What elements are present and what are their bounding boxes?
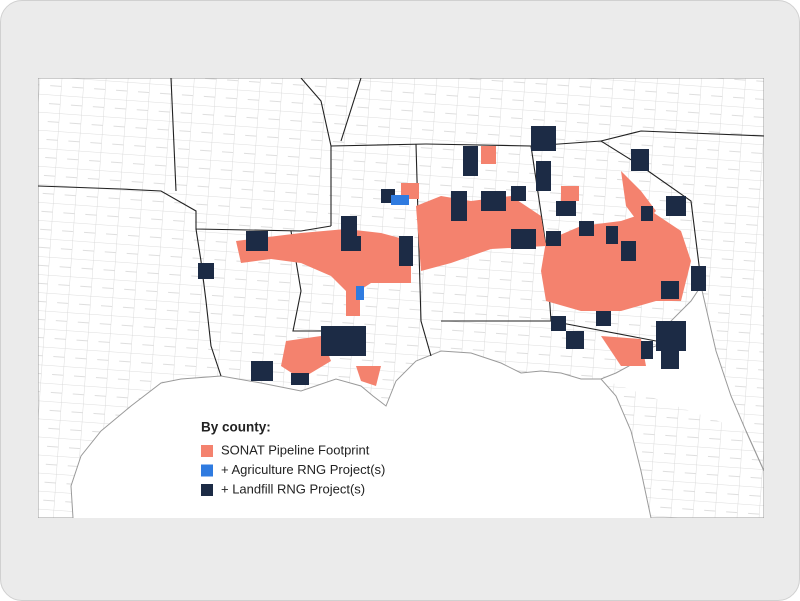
legend-swatch: [201, 464, 213, 477]
legend: SONAT Pipeline Footprint + Agriculture RN…: [201, 442, 385, 496]
legend-label: + Agriculture RNG Project(s): [221, 462, 385, 477]
legend-label: + Landfill RNG Project(s): [221, 481, 365, 496]
legend-label: SONAT Pipeline Footprint: [221, 442, 370, 457]
sonat-counties: [236, 146, 691, 386]
legend-title: By county:: [201, 420, 271, 435]
agriculture-counties: [356, 195, 409, 300]
legend-swatch: [201, 484, 213, 496]
landfill-counties: [198, 126, 706, 385]
legend-swatch: [201, 445, 213, 457]
land: [38, 78, 764, 518]
